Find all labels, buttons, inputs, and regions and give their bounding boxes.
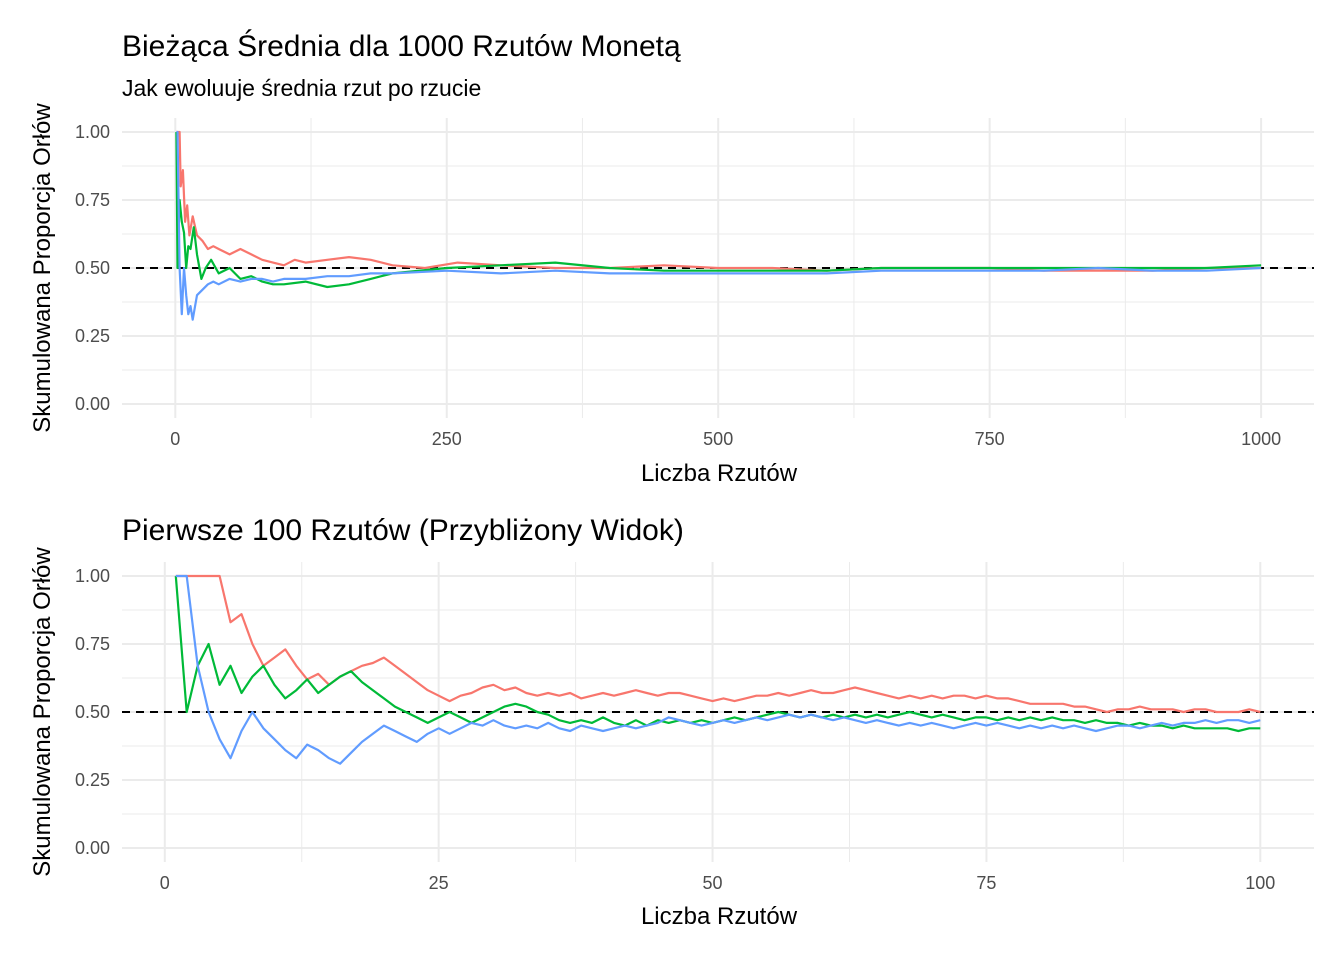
y-axis-title: Skumulowana Proporcja Orłów — [29, 547, 56, 877]
x-tick-label: 25 — [429, 873, 449, 893]
y-tick-label: 0.75 — [75, 634, 110, 654]
panel-running-mean-1000: Bieżąca Średnia dla 1000 Rzutów Monetą J… — [29, 29, 1314, 487]
x-tick-label: 100 — [1245, 873, 1275, 893]
y-tick-label: 0.75 — [75, 190, 110, 210]
x-tick-label: 750 — [975, 429, 1005, 449]
x-axis-title: Liczba Rzutów — [641, 903, 798, 930]
y-tick-label: 1.00 — [75, 122, 110, 142]
series-line-3 — [176, 130, 1262, 321]
y-axis-title: Skumulowana Proporcja Orłów — [29, 103, 56, 433]
y-tick-label: 1.00 — [75, 566, 110, 586]
x-axis-title: Liczba Rzutów — [641, 460, 798, 487]
x-tick-label: 75 — [976, 873, 996, 893]
y-tick-label: 0.50 — [75, 702, 110, 722]
y-tick-labels: 0.00 0.25 0.50 0.75 1.00 — [75, 122, 110, 414]
x-tick-label: 50 — [703, 873, 723, 893]
y-tick-label: 0.50 — [75, 258, 110, 278]
x-tick-labels: 0 25 50 75 100 — [160, 873, 1276, 893]
x-tick-label: 1000 — [1241, 429, 1281, 449]
series-line-2 — [175, 131, 1262, 289]
series-line-3 — [175, 574, 1261, 765]
y-tick-label: 0.25 — [75, 770, 110, 790]
y-tick-label: 0.00 — [75, 838, 110, 858]
chart-title: Bieżąca Średnia dla 1000 Rzutów Monetą — [122, 29, 681, 63]
x-tick-labels: 0 250 500 750 1000 — [170, 429, 1281, 449]
x-tick-label: 0 — [160, 873, 170, 893]
x-tick-label: 0 — [170, 429, 180, 449]
x-tick-label: 250 — [432, 429, 462, 449]
series-group — [175, 130, 1262, 321]
series-group — [174, 574, 1261, 765]
series-line-1 — [175, 574, 1261, 714]
chart-title: Pierwsze 100 Rzutów (Przybliżony Widok) — [122, 514, 684, 547]
panel-first-100: Pierwsze 100 Rzutów (Przybliżony Widok) … — [29, 514, 1314, 930]
y-tick-label: 0.00 — [75, 394, 110, 414]
x-tick-label: 500 — [703, 429, 733, 449]
y-tick-label: 0.25 — [75, 326, 110, 346]
y-tick-labels: 0.00 0.25 0.50 0.75 1.00 — [75, 566, 110, 858]
chart-subtitle: Jak ewoluuje średnia rzut po rzucie — [122, 75, 481, 101]
